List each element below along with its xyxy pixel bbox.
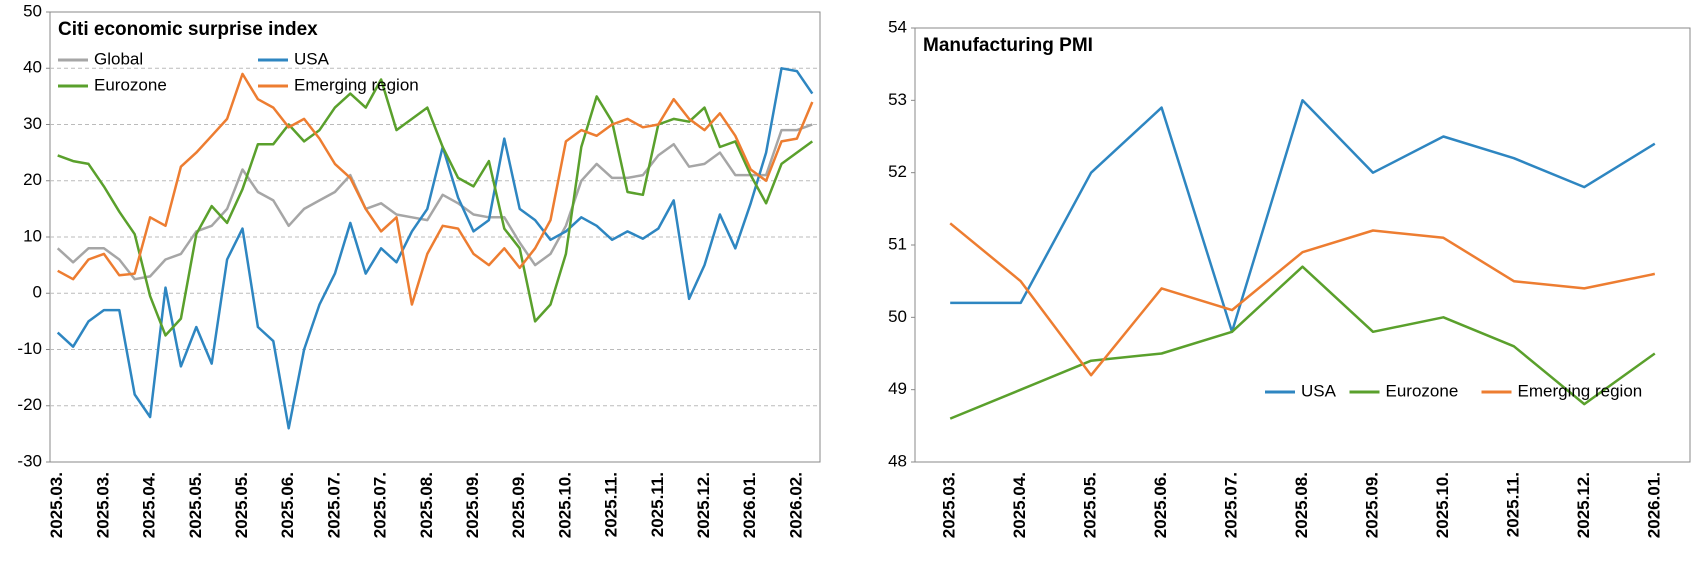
x-tick-label: 2025.07. — [1222, 472, 1241, 538]
line-series — [56, 67, 814, 430]
y-tick-label: 53 — [888, 90, 907, 109]
y-tick-label: 51 — [888, 234, 907, 253]
y-tick-label: -10 — [17, 339, 42, 358]
chart-title: Manufacturing PMI — [923, 35, 1093, 56]
x-tick-label: 2025.09. — [1362, 472, 1381, 538]
x-tick-label: 2025.06. — [278, 472, 297, 538]
x-tick-label: 2026.01. — [1644, 472, 1663, 538]
legend-label: Eurozone — [1386, 381, 1459, 400]
legend-label: USA — [1301, 381, 1337, 400]
x-tick-label: 2025.04. — [140, 472, 159, 538]
x-tick-label: 2025.07. — [371, 472, 390, 538]
y-tick-label: 50 — [23, 1, 42, 20]
y-tick-label: 52 — [888, 162, 907, 181]
x-tick-label: 2025.12. — [1574, 472, 1593, 538]
legend-label: Global — [94, 49, 143, 68]
line-series — [56, 123, 813, 281]
x-tick-label: 2025.11. — [648, 472, 667, 537]
y-tick-label: -20 — [17, 395, 42, 414]
line-series — [949, 222, 1656, 377]
x-tick-label: 2025.05. — [1081, 472, 1100, 538]
x-tick-label: 2025.03. — [93, 472, 112, 538]
x-tick-label: 2025.09. — [463, 472, 482, 538]
x-tick-label: 2025.09. — [509, 472, 528, 538]
x-tick-label: 2026.02. — [786, 472, 805, 538]
y-tick-label: 20 — [23, 170, 42, 189]
x-tick-label: 2025.04. — [1010, 472, 1029, 538]
y-tick-label: 40 — [23, 58, 42, 77]
x-tick-label: 2025.10. — [1433, 472, 1452, 538]
x-tick-label: 2025.10. — [555, 472, 574, 538]
y-tick-label: 50 — [888, 307, 907, 326]
y-tick-label: 48 — [888, 451, 907, 470]
y-tick-label: 10 — [23, 226, 42, 245]
legend-label: Emerging region — [1518, 381, 1643, 400]
line-series — [57, 72, 814, 306]
line-series — [57, 78, 814, 337]
line-series — [949, 265, 1656, 420]
x-tick-label: 2025.11. — [1503, 472, 1522, 537]
x-tick-label: 2025.05. — [232, 472, 251, 538]
x-tick-label: 2025.05. — [186, 472, 205, 538]
x-tick-label: 2025.08. — [1292, 472, 1311, 538]
y-tick-label: 49 — [888, 379, 907, 398]
legend-label: Eurozone — [94, 75, 167, 94]
y-tick-label: -30 — [17, 451, 42, 470]
x-tick-label: 2025.03. — [940, 472, 959, 538]
x-tick-label: 2025.12. — [694, 472, 713, 538]
y-tick-label: 0 — [33, 283, 42, 302]
x-tick-label: 2025.08. — [417, 472, 436, 538]
x-tick-label: 2025.11. — [602, 472, 621, 537]
x-tick-label: 2025.03. — [47, 472, 66, 538]
chart-title: Citi economic surprise index — [58, 19, 318, 40]
legend-label: USA — [294, 49, 330, 68]
x-tick-label: 2025.07. — [324, 472, 343, 538]
x-tick-label: 2026.01. — [740, 472, 759, 538]
x-tick-label: 2025.06. — [1151, 472, 1170, 538]
line-series — [950, 99, 1656, 334]
y-tick-label: 30 — [23, 114, 42, 133]
legend-label: Emerging region — [294, 75, 419, 94]
y-tick-label: 54 — [888, 17, 907, 36]
